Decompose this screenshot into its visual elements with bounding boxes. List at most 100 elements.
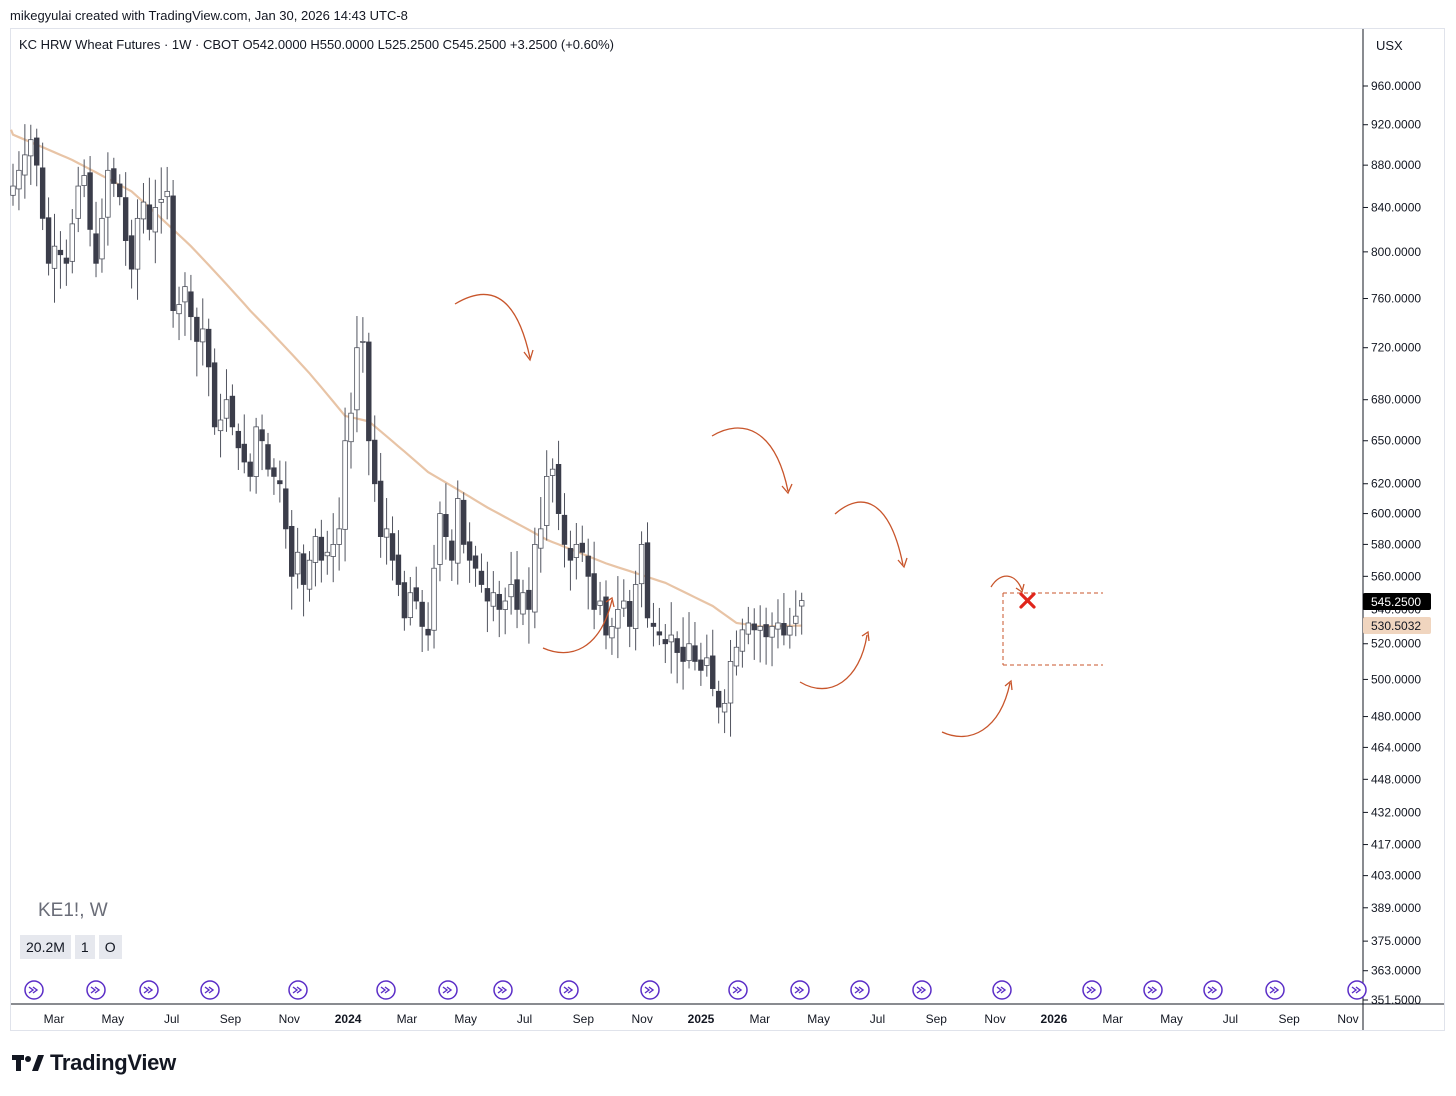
candle	[627, 589, 633, 648]
candle	[69, 209, 75, 274]
candle	[538, 497, 544, 573]
candle	[496, 580, 502, 638]
event-arrow-icon[interactable]	[438, 980, 458, 1000]
candle	[105, 152, 111, 246]
annotation-arc-1	[454, 293, 531, 359]
candle	[573, 522, 580, 580]
event-arrow-icon[interactable]	[728, 980, 748, 1000]
event-arrow-icon[interactable]	[1082, 980, 1102, 1000]
candle	[508, 551, 514, 615]
time-tick-label: Sep	[926, 1012, 948, 1026]
event-arrow-icon[interactable]	[850, 980, 870, 1000]
candle	[793, 590, 799, 637]
event-arrow-icon[interactable]	[24, 980, 44, 1000]
annotation-arrowhead-2	[605, 596, 615, 608]
candle	[419, 589, 425, 652]
price-tick-label: 560.0000	[1371, 569, 1421, 583]
candle	[360, 317, 366, 373]
candle	[715, 680, 722, 724]
candle	[549, 458, 556, 503]
event-arrow-icon[interactable]	[376, 980, 396, 1000]
event-arrow-icon[interactable]	[288, 980, 308, 1000]
time-tick-label: Jul	[517, 1012, 532, 1026]
moving-average-layer	[9, 129, 802, 628]
annotation-arrowhead-6	[1004, 679, 1013, 691]
candle	[366, 332, 372, 476]
price-tick-label: 620.0000	[1371, 477, 1421, 491]
time-tick-label: Nov	[984, 1012, 1005, 1026]
candle	[57, 231, 64, 289]
annotations-layer	[454, 293, 1103, 737]
candle	[122, 172, 129, 266]
candle	[182, 272, 188, 336]
candle	[247, 453, 253, 492]
event-arrow-icon[interactable]	[493, 980, 513, 1000]
candle	[449, 529, 455, 581]
event-arrow-icon[interactable]	[790, 980, 810, 1000]
candle	[460, 492, 467, 554]
candle	[621, 579, 627, 617]
candle	[721, 689, 728, 734]
candle	[698, 642, 704, 686]
candle	[63, 239, 70, 286]
annotation-arc-2	[542, 599, 613, 654]
event-arrow-icon[interactable]	[1203, 980, 1223, 1000]
event-arrow-icon[interactable]	[1143, 980, 1163, 1000]
candle	[668, 602, 674, 674]
annotation-arrowhead-5	[897, 557, 908, 569]
candle	[277, 460, 283, 503]
candle	[34, 128, 40, 187]
price-tick-label: 600.0000	[1371, 507, 1421, 521]
event-arrow-icon[interactable]	[1347, 980, 1367, 1000]
candle	[294, 527, 301, 589]
candle	[389, 516, 396, 581]
instrument-legend: KC HRW Wheat Futures · 1W · CBOT O542.00…	[19, 37, 614, 52]
volume-source-chip[interactable]: O	[98, 935, 122, 959]
candle	[650, 602, 657, 647]
event-arrow-icon[interactable]	[912, 980, 932, 1000]
event-arrow-icon[interactable]	[559, 980, 579, 1000]
candle	[484, 561, 491, 633]
annotation-arc-3	[711, 427, 789, 492]
candle	[532, 527, 538, 629]
candles-layer	[10, 124, 805, 737]
time-tick-label: Jul	[870, 1012, 885, 1026]
candle	[117, 174, 123, 206]
candle	[437, 501, 443, 582]
candle	[591, 541, 597, 630]
candle	[472, 545, 479, 587]
candle	[283, 461, 289, 549]
volume-value-chip[interactable]: 20.2M	[20, 935, 71, 959]
price-tick-label: 800.0000	[1371, 245, 1421, 259]
candle	[289, 510, 295, 610]
event-arrow-icon[interactable]	[640, 980, 660, 1000]
price-tick-label: 464.0000	[1371, 740, 1421, 754]
annotation-arrowhead-1	[523, 349, 534, 362]
price-unit-selector[interactable]: USX	[1376, 38, 1403, 53]
event-arrow-icon[interactable]	[139, 980, 159, 1000]
candle	[377, 452, 384, 558]
last-price-tag	[1363, 593, 1431, 610]
event-arrow-icon[interactable]	[86, 980, 106, 1000]
candle	[798, 592, 805, 635]
candle	[674, 631, 680, 684]
candle	[22, 124, 28, 199]
candle	[146, 177, 153, 241]
volume-length-chip[interactable]: 1	[74, 935, 95, 959]
event-arrow-icon[interactable]	[992, 980, 1012, 1000]
candle	[241, 414, 247, 474]
event-arrow-icon[interactable]	[1265, 980, 1285, 1000]
candle	[93, 201, 99, 278]
time-tick-label: Jul	[164, 1012, 179, 1026]
candle	[775, 599, 781, 649]
candle	[229, 384, 236, 436]
time-tick-label: 2025	[688, 1012, 715, 1026]
candle	[644, 522, 651, 628]
chart-axes	[11, 29, 1444, 1030]
candle	[348, 392, 354, 469]
price-tick-label: 520.0000	[1371, 637, 1421, 651]
price-tick-label: 351.5000	[1371, 993, 1421, 1007]
candle	[217, 393, 224, 458]
event-arrow-icon[interactable]	[200, 980, 220, 1000]
